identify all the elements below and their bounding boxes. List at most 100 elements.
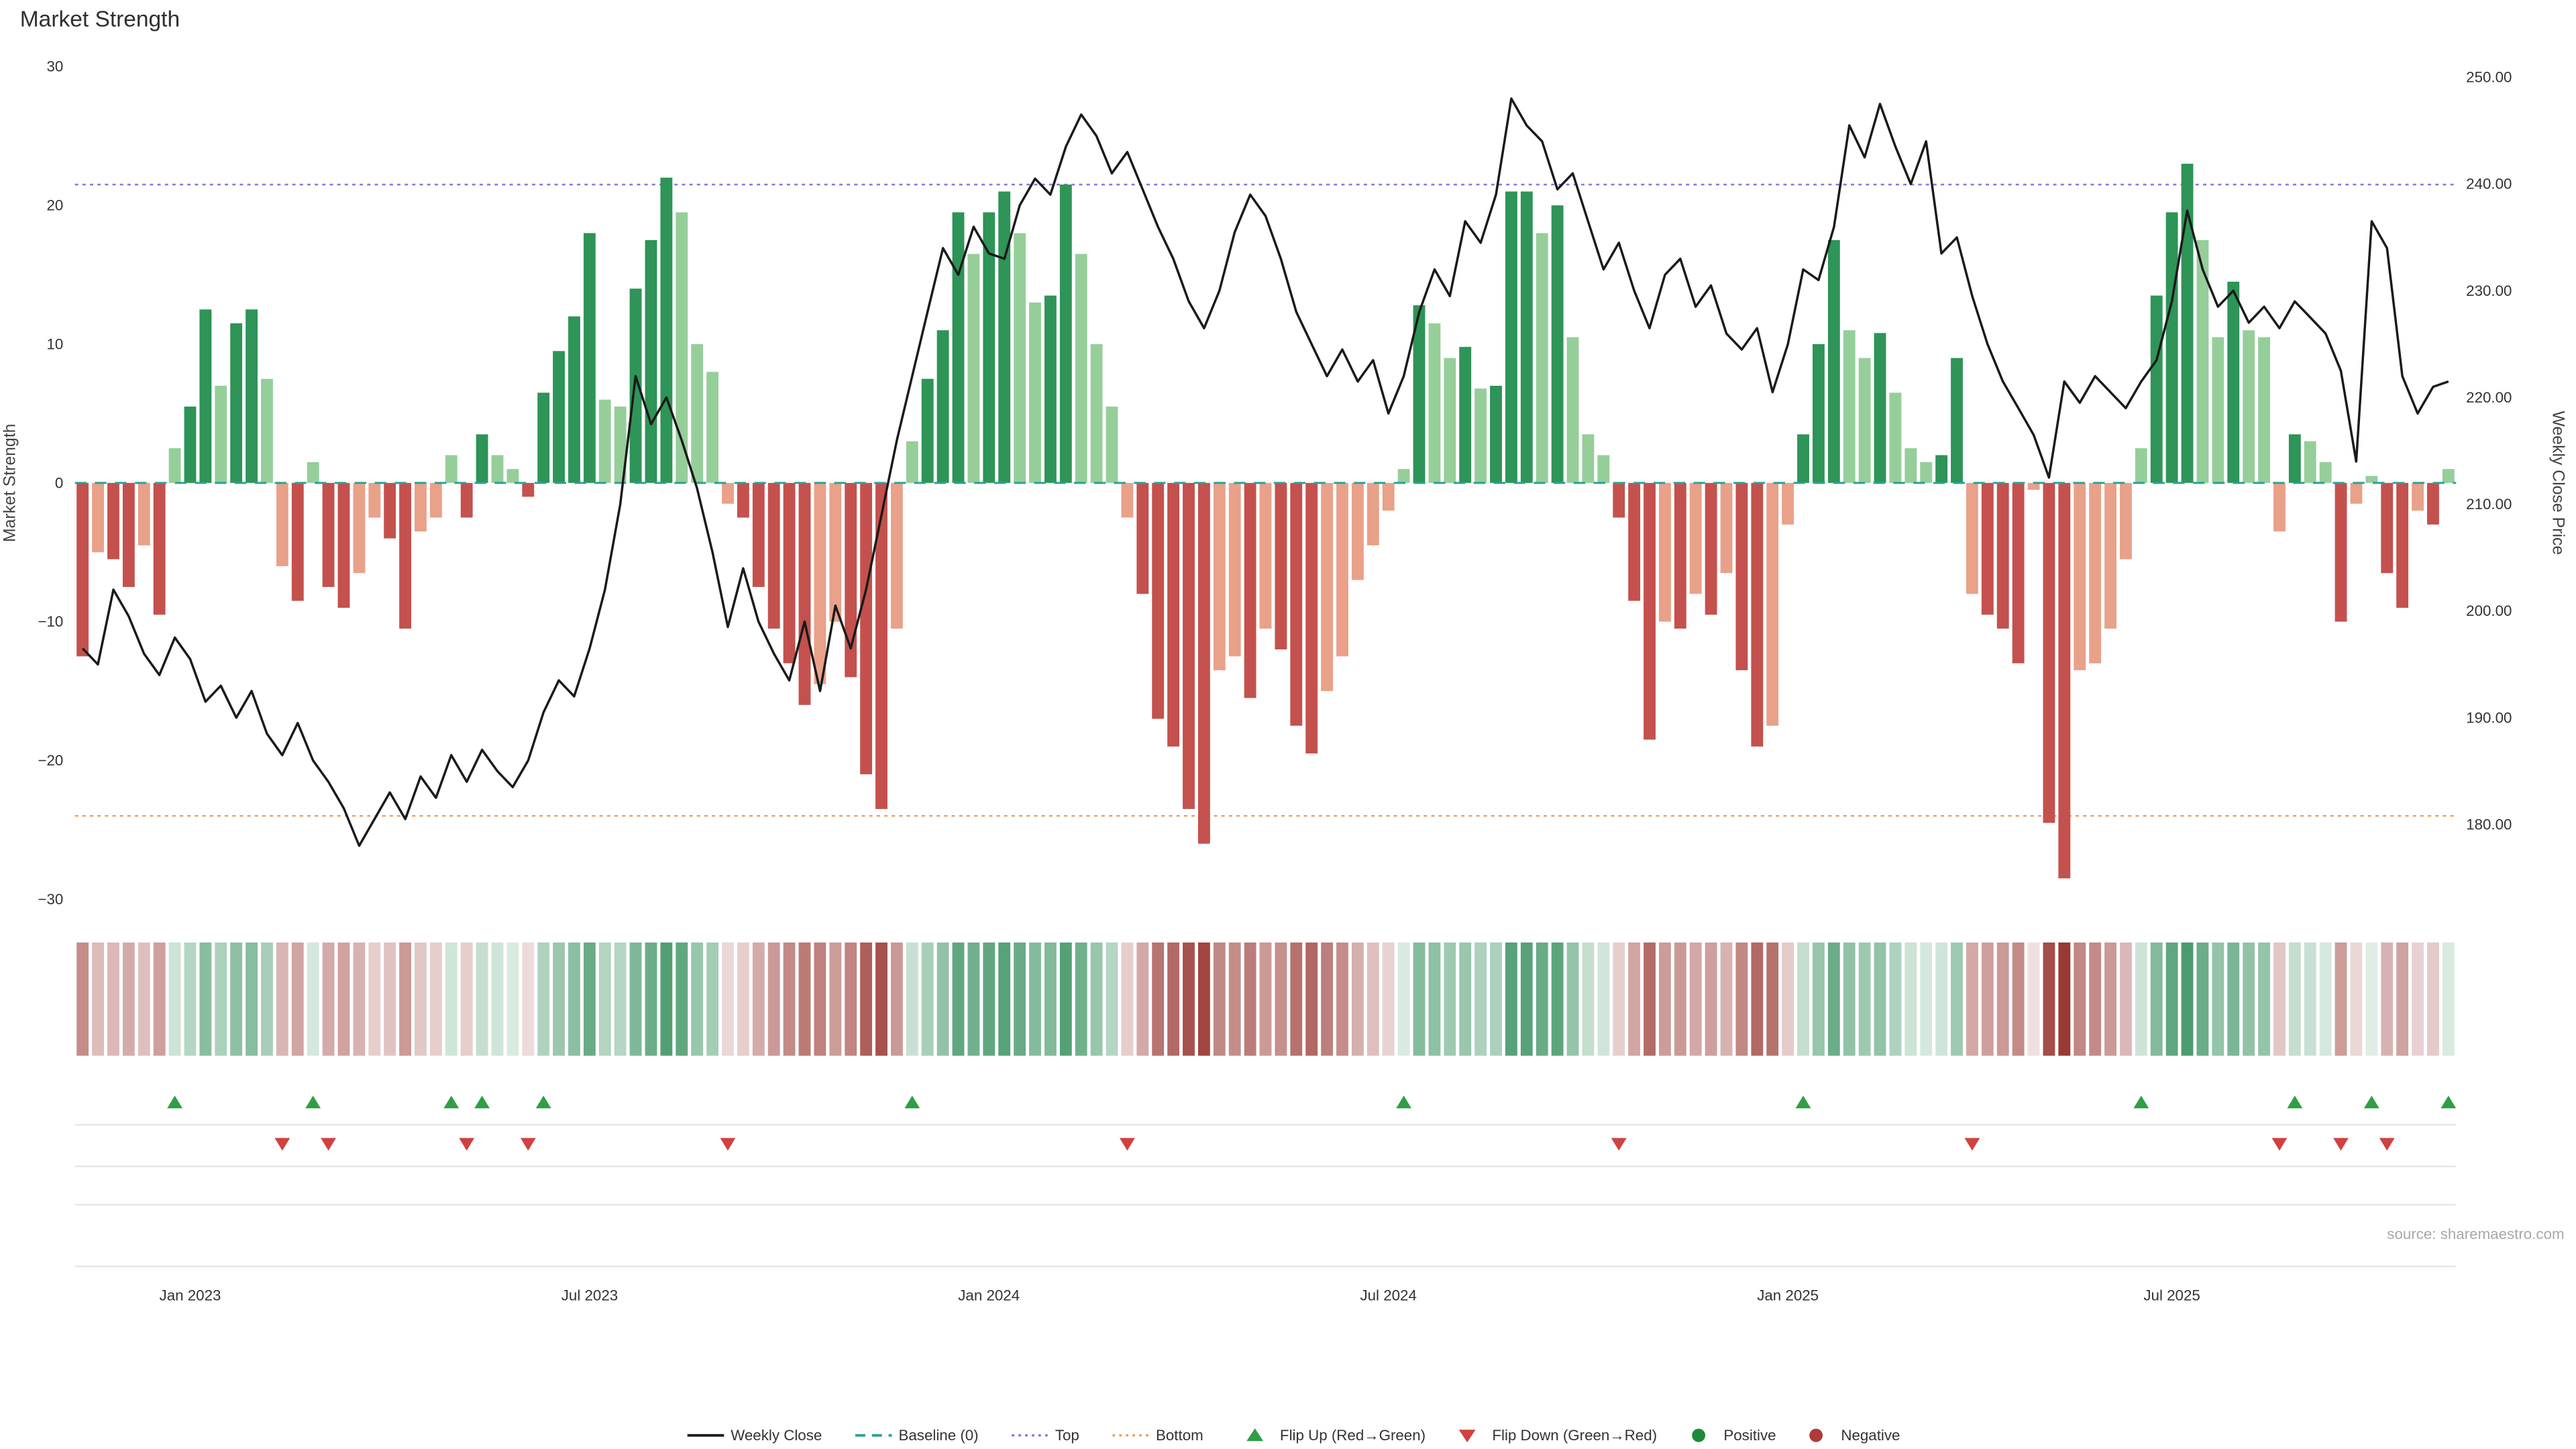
legend-item[interactable]: Negative	[1809, 1427, 1900, 1444]
right-tick-label: 240.00	[2466, 176, 2512, 193]
strength-bar	[645, 239, 657, 483]
strength-bar	[429, 482, 442, 518]
strength-bar	[153, 482, 166, 615]
strength-bar	[476, 434, 488, 483]
strength-bar	[1874, 333, 1886, 483]
strength-bar	[783, 482, 796, 663]
legend-item[interactable]: Flip Up (Red→Green)	[1246, 1427, 1426, 1444]
strength-bar	[1366, 482, 1379, 545]
strength-bar	[967, 254, 980, 483]
legend-item[interactable]: Bottom	[1112, 1427, 1203, 1444]
flip-markers	[167, 1095, 2457, 1151]
legend-item[interactable]: Positive	[1692, 1427, 1776, 1444]
strength-bar	[1935, 455, 1948, 483]
heatmap-cell	[307, 942, 319, 1056]
heatmap-cell	[1597, 942, 1610, 1056]
strength-bar	[199, 309, 212, 483]
x-tick-label: Jul 2025	[2143, 1287, 2200, 1304]
heatmap-cell	[2196, 942, 2209, 1056]
heatmap-cell	[1674, 942, 1686, 1056]
strength-bar	[1413, 305, 1426, 483]
heatmap-cell	[1197, 942, 1210, 1056]
x-tick-label: Jan 2024	[958, 1287, 1020, 1304]
legend-item-label: Weekly Close	[731, 1427, 822, 1444]
strength-bar	[2288, 434, 2301, 483]
heatmap-cell	[783, 942, 796, 1056]
strength-bar	[875, 482, 888, 809]
heatmap-cell	[399, 942, 412, 1056]
heatmap-cell	[1244, 942, 1256, 1056]
strength-bar	[860, 482, 873, 775]
strength-bar	[2319, 462, 2332, 483]
legend-item[interactable]: Weekly Close	[687, 1427, 822, 1444]
heatmap-cell	[537, 942, 550, 1056]
strength-bar	[598, 399, 611, 483]
strength-bar	[230, 323, 243, 483]
heatmap-cell	[1397, 942, 1410, 1056]
strength-bar	[2120, 482, 2132, 559]
heatmap-cell	[184, 942, 197, 1056]
heatmap-cell	[2104, 942, 2116, 1056]
right-tick-label: 230.00	[2466, 282, 2512, 299]
strength-bar	[1382, 482, 1395, 511]
heatmap-cell	[1474, 942, 1487, 1056]
strength-bar	[1275, 482, 1287, 650]
strength-bar	[291, 482, 304, 601]
heatmap-cell	[429, 942, 442, 1056]
strength-bar	[676, 212, 688, 483]
strength-bar	[2012, 482, 2025, 663]
heatmap-cell	[2012, 942, 2025, 1056]
heatmap-cell	[1305, 942, 1318, 1056]
strength-bar	[2135, 448, 2147, 483]
heatmap-cell	[1075, 942, 1087, 1056]
strength-bar	[2396, 482, 2409, 608]
heatmap-cell	[2027, 942, 2040, 1056]
heatmap-cell	[1582, 942, 1595, 1056]
heatmap-cell	[1136, 942, 1149, 1056]
strength-bar	[276, 482, 288, 566]
strength-bar	[2181, 164, 2194, 483]
strength-bar	[998, 191, 1011, 483]
strength-bar	[614, 407, 627, 483]
strength-bar	[537, 392, 550, 483]
strength-bar	[1197, 482, 1210, 844]
heatmap-cell	[1996, 942, 2009, 1056]
heatmap-cell	[1014, 942, 1026, 1056]
strength-bar	[1474, 388, 1487, 483]
strength-bar	[1152, 482, 1165, 719]
strength-bar	[2104, 482, 2116, 629]
strength-bar	[1751, 482, 1764, 747]
strength-bar	[1613, 482, 1625, 518]
heatmap-cell	[2181, 942, 2194, 1056]
strength-bar	[706, 372, 719, 483]
legend-item-label: Baseline (0)	[898, 1427, 978, 1444]
legend-item-label: Negative	[1841, 1427, 1900, 1444]
heatmap-cell	[1889, 942, 1902, 1056]
legend-item[interactable]: Baseline (0)	[855, 1427, 979, 1444]
legend-swatch-triangle-up-icon	[1246, 1428, 1264, 1442]
heatmap-cell	[384, 942, 396, 1056]
strength-bar	[1827, 239, 1840, 483]
flip-down-marker	[274, 1138, 290, 1151]
heatmap-cell	[230, 942, 243, 1056]
heatmap-cell	[337, 942, 350, 1056]
strength-bar	[337, 482, 350, 608]
legend-swatch-triangle-down-icon	[1458, 1430, 1476, 1443]
left-tick-label: −20	[38, 752, 63, 769]
strength-bar	[1183, 482, 1195, 809]
heatmap-cell	[476, 942, 488, 1056]
heatmap-cell	[2396, 942, 2409, 1056]
strength-bar	[2043, 482, 2055, 823]
flip-down-marker	[2379, 1138, 2395, 1151]
heatmap-cell	[1551, 942, 1564, 1056]
legend-item[interactable]: Top	[1012, 1427, 1079, 1444]
strength-bar	[1305, 482, 1318, 754]
heatmap-cell	[107, 942, 119, 1056]
left-tick-label: 30	[46, 58, 63, 75]
heatmap-cell	[1782, 942, 1794, 1056]
heatmap-cell	[1966, 942, 1978, 1056]
strength-bar	[107, 482, 119, 559]
heatmap-cell	[2273, 942, 2286, 1056]
legend-item[interactable]: Flip Down (Green→Red)	[1458, 1427, 1657, 1444]
strength-bar	[2027, 482, 2040, 490]
